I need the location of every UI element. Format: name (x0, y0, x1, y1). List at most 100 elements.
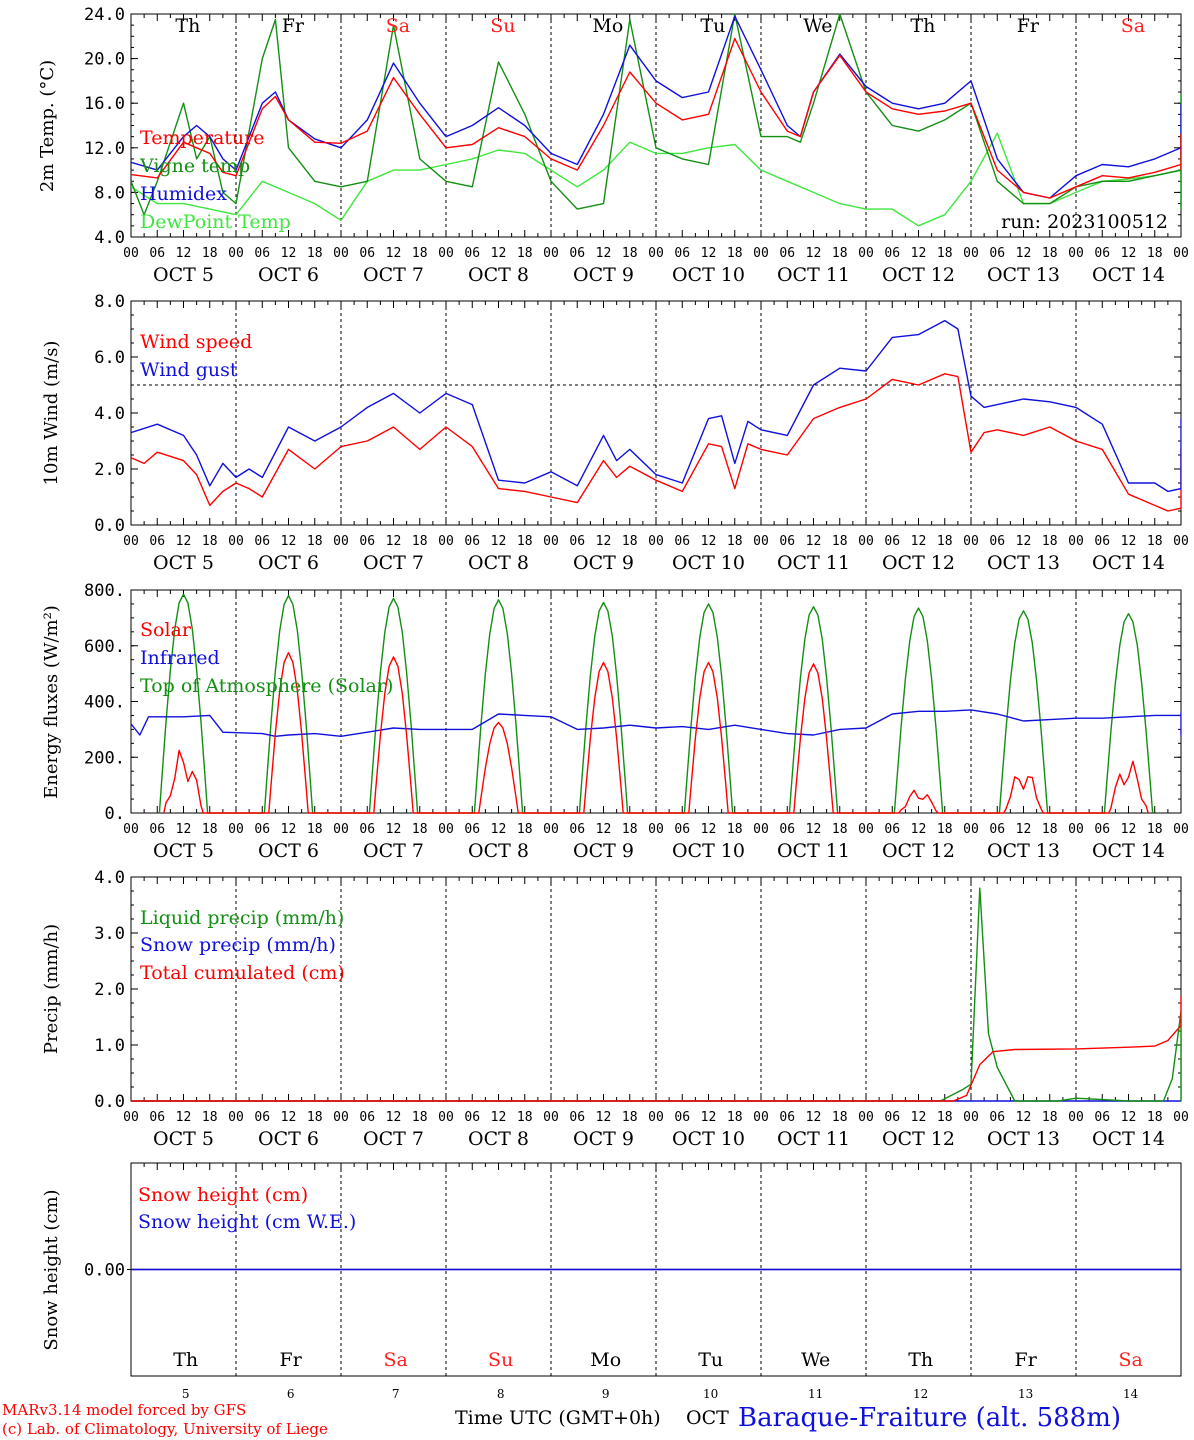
day-label-top: Tu (700, 15, 725, 37)
hour-tick-label: 12 (491, 1110, 507, 1125)
y-tick-label: 800. (84, 581, 125, 601)
day-label-top: Sa (386, 15, 410, 37)
hour-tick-label: 12 (491, 534, 507, 549)
model-credit: MARv3.14 model forced by GFS (2, 1401, 246, 1419)
hour-tick-label: 00 (333, 534, 349, 549)
date-label: OCT 13 (987, 552, 1060, 574)
date-label: OCT 5 (153, 1128, 214, 1150)
panel-4: 0.0 1.0 2.0 3.0 4.0 Precip (mm/h) 00 06 12 18 00 06… (41, 868, 1189, 1150)
y-tick-label: 6.0 (94, 348, 125, 368)
hour-tick-label: 12 (911, 246, 927, 261)
date-label: OCT 5 (153, 264, 214, 286)
hour-tick-label: 00 (123, 534, 139, 549)
hour-tick-label: 12 (911, 534, 927, 549)
date-label: OCT 8 (468, 840, 529, 862)
date-label: OCT 9 (573, 552, 634, 574)
hour-tick-label: 06 (254, 822, 270, 837)
plot-frame (130, 300, 1182, 526)
y-tick-label: 4.0 (94, 404, 125, 424)
hour-tick-label: 00 (543, 1110, 559, 1125)
hour-tick-label: 00 (333, 1110, 349, 1125)
hour-tick-label: 00 (438, 1110, 454, 1125)
hour-tick-label: 18 (517, 534, 533, 549)
hour-tick-label: 12 (596, 822, 612, 837)
series-line-total-cumulated-cm (131, 996, 1181, 1102)
hour-tick-label: 06 (569, 1110, 585, 1125)
hour-tick-label: 00 (753, 1110, 769, 1125)
series-line-dewpoint-temp (131, 132, 1181, 227)
hour-tick-label: 00 (1068, 534, 1084, 549)
hour-tick-label: 06 (359, 822, 375, 837)
date-label: OCT 5 (153, 840, 214, 862)
hour-tick-label: 18 (832, 1110, 848, 1125)
date-label: OCT 10 (672, 1128, 745, 1150)
hour-tick-label: 00 (753, 246, 769, 261)
date-label: OCT 13 (987, 1128, 1060, 1150)
hour-tick-label: 06 (989, 822, 1005, 837)
day-label-top: Fr (1017, 15, 1040, 37)
day-date-bottom: 9 (602, 1387, 610, 1401)
hour-tick-label: 00 (123, 822, 139, 837)
hour-tick-label: 12 (281, 534, 297, 549)
legend-entry: Top of Atmosphere (Solar) (140, 675, 393, 697)
hour-tick-label: 06 (674, 246, 690, 261)
date-label: OCT 6 (258, 840, 319, 862)
plot-area (131, 887, 1181, 1102)
date-label: OCT 13 (987, 840, 1060, 862)
hour-tick-label: 12 (491, 246, 507, 261)
date-label: OCT 13 (987, 264, 1060, 286)
hour-tick-label: 12 (596, 534, 612, 549)
panel-1: 4.0 8.0 12.0 16.0 20.0 24.0 2m Temp. (°C) 00 06 1… (37, 5, 1189, 286)
hour-tick-label: 00 (228, 822, 244, 837)
date-label: OCT 6 (258, 264, 319, 286)
hour-tick-label: 18 (1042, 822, 1058, 837)
hour-tick-label: 00 (543, 822, 559, 837)
hour-tick-label: 18 (307, 534, 323, 549)
hour-tick-label: 06 (359, 534, 375, 549)
date-label: OCT 12 (882, 1128, 955, 1150)
date-label: OCT 10 (672, 840, 745, 862)
hour-tick-label: 18 (622, 1110, 638, 1125)
hour-tick-label: 00 (648, 822, 664, 837)
hour-tick-label: 12 (281, 246, 297, 261)
hour-tick-label: 18 (517, 822, 533, 837)
hour-tick-label: 00 (333, 822, 349, 837)
hour-tick-label: 06 (779, 534, 795, 549)
hour-tick-label: 00 (438, 822, 454, 837)
date-label: OCT 7 (363, 552, 424, 574)
y-tick-label: 0.0 (94, 516, 125, 536)
hour-tick-label: 18 (622, 246, 638, 261)
hour-tick-label: 18 (727, 246, 743, 261)
hour-tick-label: 18 (412, 534, 428, 549)
hour-tick-label: 06 (884, 1110, 900, 1125)
panels: 4.0 8.0 12.0 16.0 20.0 24.0 2m Temp. (°C) 00 06 1… (37, 5, 1189, 1401)
hour-tick-label: 12 (1016, 246, 1032, 261)
day-date-bottom: 11 (808, 1387, 823, 1401)
hour-tick-label: 06 (989, 1110, 1005, 1125)
footer: MARv3.14 model forced by GFS (c) Lab. of… (2, 1401, 1121, 1438)
hour-tick-label: 18 (727, 534, 743, 549)
date-label: OCT 14 (1092, 840, 1165, 862)
hour-tick-label: 06 (149, 1110, 165, 1125)
panel-5: 0.00 Snow height (cm) Snow height (cm) Snow… (41, 1162, 1182, 1377)
date-label: OCT 12 (882, 840, 955, 862)
hour-tick-label: 06 (149, 822, 165, 837)
y-tick-label: 8.0 (94, 292, 125, 312)
day-label-top: We (803, 15, 832, 37)
hour-tick-label: 06 (254, 534, 270, 549)
legend-entry: DewPoint Temp (140, 211, 291, 233)
date-label: OCT 9 (573, 264, 634, 286)
series-line-humidex (131, 15, 1181, 199)
legend-entry: Snow height (cm) (138, 1184, 308, 1206)
hour-tick-label: 00 (123, 246, 139, 261)
hour-tick-label: 06 (779, 822, 795, 837)
hour-tick-label: 18 (622, 822, 638, 837)
legend-entry: Humidex (140, 183, 227, 205)
hour-tick-label: 06 (464, 534, 480, 549)
day-date-bottom: 8 (497, 1387, 505, 1401)
hour-tick-label: 18 (517, 1110, 533, 1125)
hour-tick-label: 12 (701, 822, 717, 837)
hour-tick-label: 12 (1016, 1110, 1032, 1125)
day-date-bottom: 6 (287, 1387, 295, 1401)
day-label-top: Th (910, 15, 935, 37)
